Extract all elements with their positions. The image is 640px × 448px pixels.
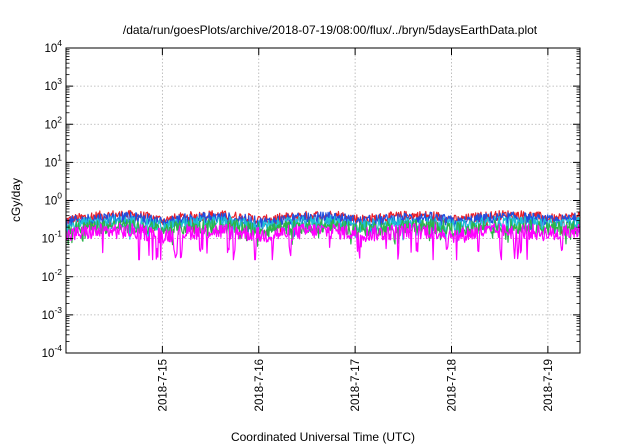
x-tick-label: 2018-7-18 <box>447 359 459 411</box>
y-tick-base: 10 <box>42 272 55 284</box>
series-line <box>65 222 581 261</box>
y-tick-exponent: 3 <box>57 76 62 86</box>
y-tick-base: 10 <box>44 157 57 169</box>
y-tick-base: 10 <box>44 81 57 93</box>
y-tick-exponent: 1 <box>57 152 62 162</box>
y-tick-exponent: -2 <box>54 267 62 277</box>
x-tick-label: 2018-7-19 <box>543 359 555 411</box>
y-tick-label: 10-4 <box>42 343 63 360</box>
y-tick-label: 103 <box>44 76 62 93</box>
y-tick-exponent: -4 <box>54 343 62 353</box>
data-series <box>65 209 581 261</box>
y-tick-label: 101 <box>44 152 62 169</box>
chart-title: /data/run/goesPlots/archive/2018-07-19/0… <box>123 23 538 37</box>
y-tick-base: 10 <box>42 348 55 360</box>
x-tick-label: 2018-7-15 <box>157 359 169 411</box>
y-tick-base: 10 <box>44 43 57 55</box>
y-tick-base: 10 <box>42 310 55 322</box>
y-axis-label: cGy/day <box>9 178 23 222</box>
y-tick-label: 10-1 <box>42 229 63 246</box>
axis-ticks <box>66 47 580 354</box>
y-tick-label: 10-2 <box>42 267 63 284</box>
y-tick-exponent: -1 <box>54 229 62 239</box>
x-axis-label: Coordinated Universal Time (UTC) <box>231 430 415 444</box>
x-tick-label: 2018-7-17 <box>350 359 362 411</box>
y-tick-base: 10 <box>44 196 57 208</box>
y-tick-exponent: 2 <box>57 114 62 124</box>
y-tick-label: 104 <box>44 38 62 55</box>
y-tick-exponent: -3 <box>54 305 62 315</box>
y-tick-exponent: 0 <box>57 191 62 201</box>
y-tick-exponent: 4 <box>57 38 62 48</box>
y-tick-label: 10-3 <box>42 305 63 322</box>
y-tick-base: 10 <box>44 119 57 131</box>
y-tick-label: 102 <box>44 114 62 131</box>
grid-lines <box>66 48 580 353</box>
x-tick-labels: 2018-7-15 2018-7-16 2018-7-17 2018-7-18 2018… <box>157 359 555 411</box>
x-tick-label: 2018-7-16 <box>254 359 266 411</box>
y-tick-label: 100 <box>44 191 62 208</box>
y-tick-base: 10 <box>42 234 55 246</box>
